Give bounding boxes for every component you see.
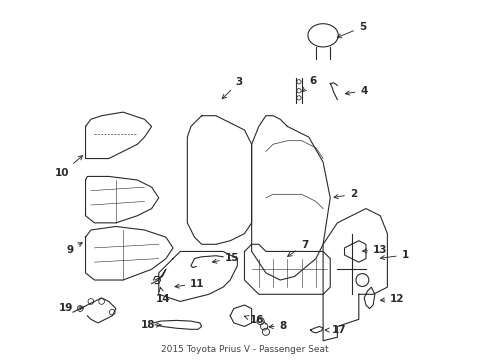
Text: 6: 6: [302, 76, 316, 92]
Text: 3: 3: [222, 77, 242, 99]
Text: 17: 17: [325, 325, 346, 335]
Text: 5: 5: [337, 22, 366, 38]
Text: 2: 2: [333, 189, 356, 199]
Text: 7: 7: [287, 240, 307, 256]
Text: 16: 16: [244, 315, 264, 325]
Text: 12: 12: [380, 294, 404, 303]
Text: 19: 19: [59, 303, 83, 313]
Text: 15: 15: [212, 253, 239, 263]
Text: 4: 4: [345, 86, 367, 96]
Text: 11: 11: [175, 279, 204, 289]
Text: 14: 14: [155, 287, 170, 304]
Text: 18: 18: [141, 320, 161, 330]
Text: 1: 1: [380, 250, 408, 260]
Text: 9: 9: [66, 243, 82, 255]
Text: 2015 Toyota Prius V - Passenger Seat: 2015 Toyota Prius V - Passenger Seat: [161, 345, 327, 354]
Text: 8: 8: [268, 321, 286, 331]
Text: 10: 10: [55, 156, 82, 178]
Text: 13: 13: [362, 245, 387, 255]
